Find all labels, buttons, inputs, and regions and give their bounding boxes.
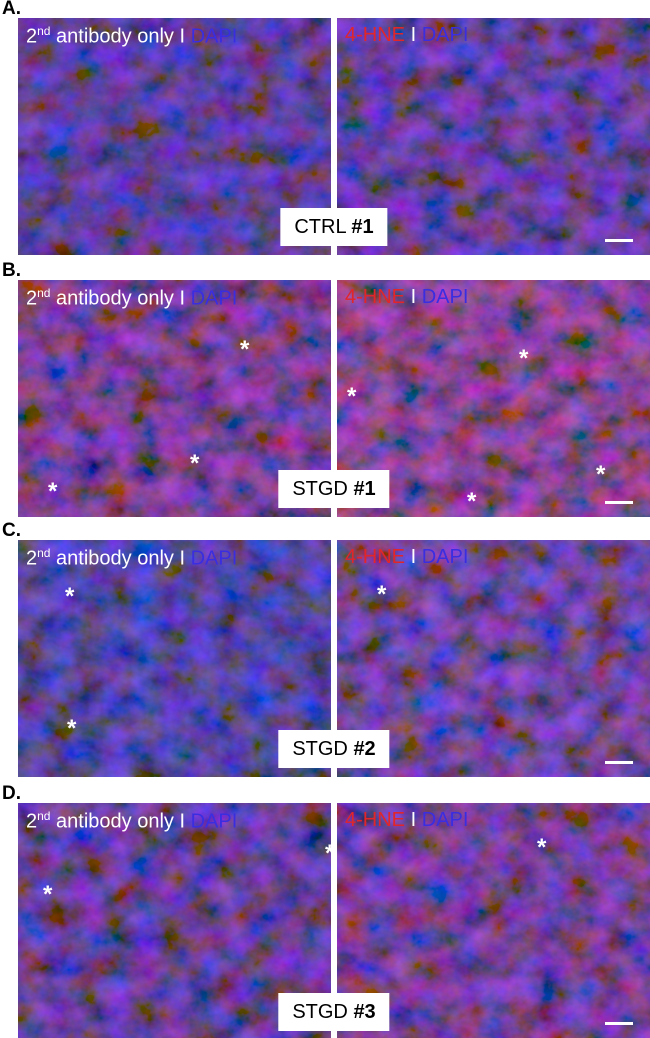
sample-label: CTRL #1	[280, 208, 388, 246]
title-marker: 4-HNE	[345, 809, 406, 831]
micrograph: 4-HNE I DAPI	[337, 18, 650, 255]
title-text: antibody only I	[56, 547, 186, 570]
asterisk: *	[48, 478, 58, 505]
asterisk: *	[240, 336, 250, 363]
title-number: 2	[26, 810, 38, 833]
asterisk: *	[596, 461, 606, 488]
sample-label: STGD #1	[278, 470, 390, 508]
micrograph: 2nd antibody only I DAPI	[18, 18, 331, 255]
panel-label: C.	[2, 520, 21, 541]
asterisk: *	[347, 383, 357, 410]
image-title: 4-HNE I DAPI	[345, 286, 468, 309]
title-marker: 4-HNE	[345, 286, 406, 308]
asterisk: *	[377, 581, 387, 608]
title-superscript: nd	[37, 286, 51, 300]
scale-bar	[605, 501, 633, 504]
scale-bar	[605, 1022, 633, 1025]
title-stain: DAPI	[421, 286, 469, 308]
sample-name: STGD	[292, 738, 348, 760]
title-text: antibody only I	[56, 287, 186, 310]
image-title: 4-HNE I DAPI	[345, 546, 468, 569]
sample-name: STGD	[292, 1001, 348, 1023]
sample-name: STGD	[292, 478, 348, 500]
panel-label: B.	[2, 260, 21, 281]
title-stain: DAPI	[190, 25, 238, 48]
asterisk: *	[190, 450, 200, 477]
title-text: antibody only I	[56, 810, 186, 833]
title-text: antibody only I	[56, 25, 186, 48]
sample-number: #2	[353, 738, 376, 760]
title-marker: 4-HNE	[345, 546, 406, 568]
title-stain: DAPI	[421, 24, 469, 46]
asterisk: *	[43, 881, 53, 908]
image-title: 4-HNE I DAPI	[345, 809, 468, 832]
image-title: 2nd antibody only I DAPI	[26, 24, 237, 49]
asterisk: *	[519, 345, 529, 372]
panel-label: A.	[2, 0, 21, 19]
title-superscript: nd	[37, 24, 51, 38]
asterisk: *	[65, 583, 75, 610]
title-stain: DAPI	[190, 810, 238, 833]
sample-number: #1	[351, 216, 374, 238]
sample-number: #1	[353, 478, 376, 500]
title-separator: I	[410, 286, 417, 308]
asterisk: *	[325, 842, 331, 866]
scale-bar	[605, 761, 633, 764]
asterisk: *	[67, 715, 77, 742]
title-stain: DAPI	[421, 809, 469, 831]
sample-label: STGD #3	[278, 993, 390, 1031]
title-number: 2	[26, 287, 38, 310]
title-separator: I	[410, 546, 417, 568]
title-separator: I	[410, 809, 417, 831]
title-separator: I	[410, 24, 417, 46]
image-title: 4-HNE I DAPI	[345, 24, 468, 47]
title-stain: DAPI	[421, 546, 469, 568]
image-title: 2nd antibody only I DAPI	[26, 546, 237, 571]
micrograph: 4-HNE I DAPI *	[337, 540, 650, 777]
image-title: 2nd antibody only I DAPI	[26, 809, 237, 834]
panel-label: D.	[2, 783, 21, 804]
title-superscript: nd	[37, 546, 51, 560]
sample-number: #3	[353, 1001, 376, 1023]
title-number: 2	[26, 25, 38, 48]
texture	[18, 18, 331, 255]
image-title: 2nd antibody only I DAPI	[26, 286, 237, 311]
texture	[337, 18, 650, 255]
title-stain: DAPI	[190, 547, 238, 570]
sample-label: STGD #2	[278, 730, 390, 768]
sample-name: CTRL	[294, 216, 346, 238]
title-stain: DAPI	[190, 287, 238, 310]
asterisk: *	[467, 488, 477, 515]
title-superscript: nd	[37, 809, 51, 823]
title-number: 2	[26, 547, 38, 570]
scale-bar	[605, 239, 633, 242]
asterisk: *	[537, 834, 547, 861]
title-marker: 4-HNE	[345, 24, 406, 46]
